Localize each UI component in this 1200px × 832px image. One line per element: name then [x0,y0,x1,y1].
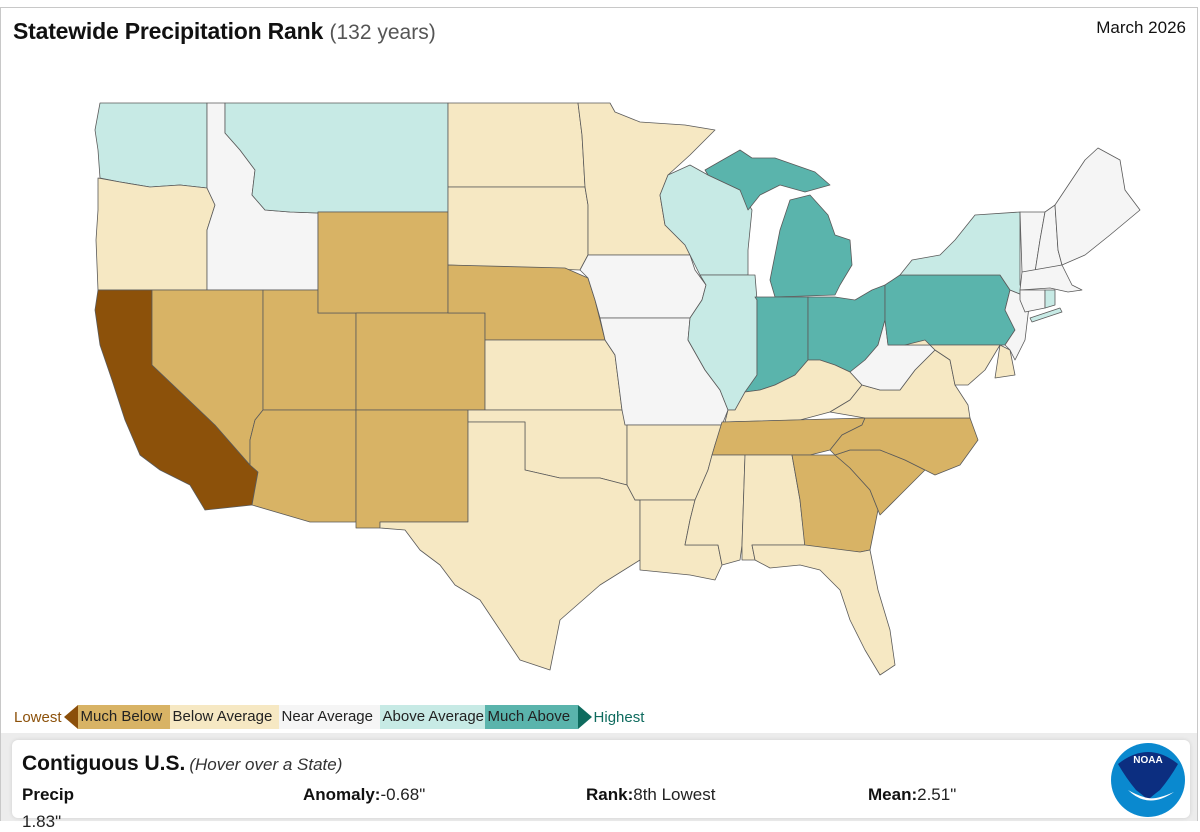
page-title: Statewide Precipitation Rank (132 years) [13,18,436,44]
us-state-map [94,102,1141,676]
legend-below-average: Below Average [169,705,279,729]
state-SD[interactable] [447,186,589,271]
precip-value-overflow: 1.83" [22,812,62,831]
info-panel: Contiguous U.S. (Hover over a State) Prec… [12,740,1190,818]
period-length: (132 years) [329,21,436,44]
state-MD[interactable] [904,339,1001,386]
state-ME[interactable] [1054,147,1141,266]
state-NY-long-island[interactable] [1029,307,1063,323]
state-NC[interactable] [829,417,979,476]
arrow-right-icon [577,705,592,729]
svg-text:NOAA: NOAA [1133,755,1162,766]
hover-hint: (Hover over a State) [189,755,343,774]
legend-highest-label: Highest [593,708,645,726]
legend: Lowest Much Below Below Average Near Ave… [12,705,646,729]
region-name: Contiguous U.S. (Hover over a State) [22,752,343,775]
state-IA[interactable] [579,254,707,319]
state-CO[interactable] [355,312,486,411]
state-MI-lower[interactable] [769,194,853,298]
arrow-left-icon [63,705,78,729]
anomaly-value: -0.68" [380,785,426,804]
state-CT[interactable] [1019,289,1046,313]
noaa-logo-icon: NOAA [1111,743,1185,817]
state-MI-upper[interactable] [704,149,831,211]
state-KS[interactable] [484,339,623,411]
legend-much-below: Much Below [77,705,170,729]
state-NM[interactable] [355,409,469,529]
anomaly-field: Anomaly:-0.68" [303,785,426,804]
mean-field: Mean:2.51" [868,785,957,804]
mean-value: 2.51" [917,785,957,804]
state-FL[interactable] [751,544,896,676]
legend-lowest-label: Lowest [14,708,62,726]
rank-field: Rank:8th Lowest [586,785,716,804]
state-DE[interactable] [994,344,1016,379]
legend-much-above: Much Above [484,705,578,729]
legend-above-average: Above Average [379,705,485,729]
state-TX[interactable] [379,421,641,671]
state-WA[interactable] [94,102,208,189]
state-WY[interactable] [317,211,449,314]
date-label: March 2026 [1096,18,1186,37]
precip-label: Precip [22,785,74,804]
map-frame [0,7,1198,821]
state-MT[interactable] [224,102,449,214]
rank-value: 8th Lowest [633,785,716,804]
state-OR[interactable] [95,177,216,291]
state-PA[interactable] [884,274,1016,346]
state-RI[interactable] [1044,289,1056,309]
state-ND[interactable] [447,102,586,188]
state-AZ[interactable] [249,409,357,523]
legend-near-average: Near Average [278,705,380,729]
